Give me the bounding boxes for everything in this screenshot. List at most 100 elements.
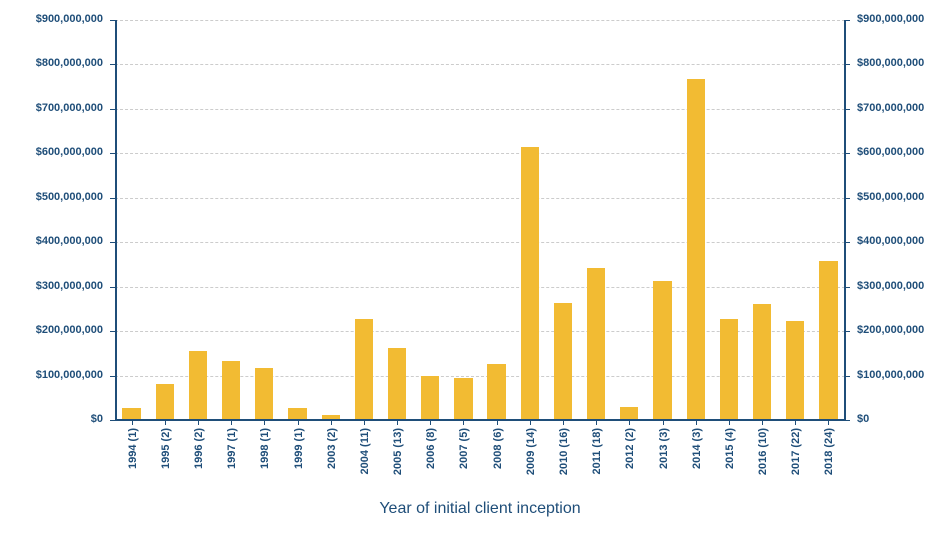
bar xyxy=(687,79,705,420)
tick-mark xyxy=(845,242,850,243)
tick-mark xyxy=(663,420,664,425)
gridline xyxy=(115,242,845,243)
y-tick-left: $200,000,000 xyxy=(0,324,103,336)
y-tick-right: $200,000,000 xyxy=(857,324,924,336)
tick-mark xyxy=(563,420,564,425)
tick-mark xyxy=(264,420,265,425)
y-tick-right: $300,000,000 xyxy=(857,280,924,292)
x-tick-label: 2003 (2) xyxy=(326,428,338,469)
x-tick-label: 2015 (4) xyxy=(724,428,736,469)
gridline xyxy=(115,198,845,199)
y-axis-left xyxy=(115,20,117,420)
x-tick-label: 1996 (2) xyxy=(193,428,205,469)
bar xyxy=(819,261,837,420)
tick-mark xyxy=(845,198,850,199)
x-tick-label: 2007 (5) xyxy=(458,428,470,469)
tick-mark xyxy=(430,420,431,425)
x-tick-label: 2016 (10) xyxy=(757,428,769,475)
x-tick-label: 1998 (1) xyxy=(259,428,271,469)
x-tick-label: 1995 (2) xyxy=(160,428,172,469)
tick-mark xyxy=(845,20,850,21)
tick-mark xyxy=(696,420,697,425)
bar xyxy=(255,368,273,420)
tick-mark xyxy=(198,420,199,425)
y-tick-right: $900,000,000 xyxy=(857,13,924,25)
x-tick-label: 1997 (1) xyxy=(226,428,238,469)
tick-mark xyxy=(397,420,398,425)
y-tick-left: $700,000,000 xyxy=(0,102,103,114)
x-tick-label: 2006 (8) xyxy=(425,428,437,469)
tick-mark xyxy=(231,420,232,425)
y-tick-left: $600,000,000 xyxy=(0,146,103,158)
bar xyxy=(521,147,539,420)
bar xyxy=(720,319,738,420)
y-axis-right xyxy=(844,20,846,420)
y-tick-right: $400,000,000 xyxy=(857,235,924,247)
gridline xyxy=(115,153,845,154)
y-tick-right: $500,000,000 xyxy=(857,191,924,203)
y-tick-right: $700,000,000 xyxy=(857,102,924,114)
gridline xyxy=(115,109,845,110)
chart-container: $0 $0 $100,000,000 $100,000,000 $200,000,000… xyxy=(0,0,947,548)
y-tick-left: $0 xyxy=(0,413,103,425)
tick-mark xyxy=(530,420,531,425)
x-tick-label: 2014 (3) xyxy=(691,428,703,469)
y-tick-left: $100,000,000 xyxy=(0,369,103,381)
tick-mark xyxy=(845,331,850,332)
bar xyxy=(355,319,373,420)
x-tick-label: 2018 (24) xyxy=(823,428,835,475)
tick-mark xyxy=(364,420,365,425)
gridline xyxy=(115,20,845,21)
tick-mark xyxy=(845,287,850,288)
tick-mark xyxy=(845,109,850,110)
y-tick-right: $100,000,000 xyxy=(857,369,924,381)
bar xyxy=(421,376,439,420)
tick-mark xyxy=(165,420,166,425)
gridline xyxy=(115,64,845,65)
tick-mark xyxy=(845,153,850,154)
bar xyxy=(156,384,174,420)
tick-mark xyxy=(497,420,498,425)
tick-mark xyxy=(463,420,464,425)
tick-mark xyxy=(596,420,597,425)
plot-area xyxy=(115,20,845,420)
x-tick-label: 1994 (1) xyxy=(127,428,139,469)
x-tick-label: 1999 (1) xyxy=(293,428,305,469)
y-tick-left: $900,000,000 xyxy=(0,13,103,25)
tick-mark xyxy=(828,420,829,425)
bar xyxy=(487,364,505,420)
x-tick-label: 2010 (16) xyxy=(558,428,570,475)
y-tick-right: $0 xyxy=(857,413,869,425)
x-axis xyxy=(115,419,845,421)
tick-mark xyxy=(762,420,763,425)
x-tick-label: 2017 (22) xyxy=(790,428,802,475)
x-tick-label: 2008 (6) xyxy=(492,428,504,469)
bar xyxy=(786,321,804,420)
x-tick-label: 2005 (13) xyxy=(392,428,404,475)
bar xyxy=(653,281,671,420)
x-tick-label: 2004 (11) xyxy=(359,428,371,474)
y-tick-right: $800,000,000 xyxy=(857,57,924,69)
x-axis-label: Year of initial client inception xyxy=(115,500,845,518)
x-tick-label: 2009 (14) xyxy=(525,428,537,475)
gridline xyxy=(115,287,845,288)
bar xyxy=(189,351,207,420)
bar xyxy=(753,304,771,420)
tick-mark xyxy=(845,376,850,377)
x-tick-label: 2012 (2) xyxy=(624,428,636,469)
tick-mark xyxy=(845,420,850,421)
tick-mark xyxy=(298,420,299,425)
bar xyxy=(620,407,638,420)
bar xyxy=(454,378,472,420)
tick-mark xyxy=(629,420,630,425)
y-tick-left: $800,000,000 xyxy=(0,57,103,69)
bar xyxy=(388,348,406,420)
bar xyxy=(587,268,605,420)
tick-mark xyxy=(795,420,796,425)
y-tick-right: $600,000,000 xyxy=(857,146,924,158)
tick-mark xyxy=(331,420,332,425)
bar xyxy=(554,303,572,420)
y-tick-left: $300,000,000 xyxy=(0,280,103,292)
bar xyxy=(222,361,240,420)
x-tick-label: 2011 (18) xyxy=(591,428,603,474)
